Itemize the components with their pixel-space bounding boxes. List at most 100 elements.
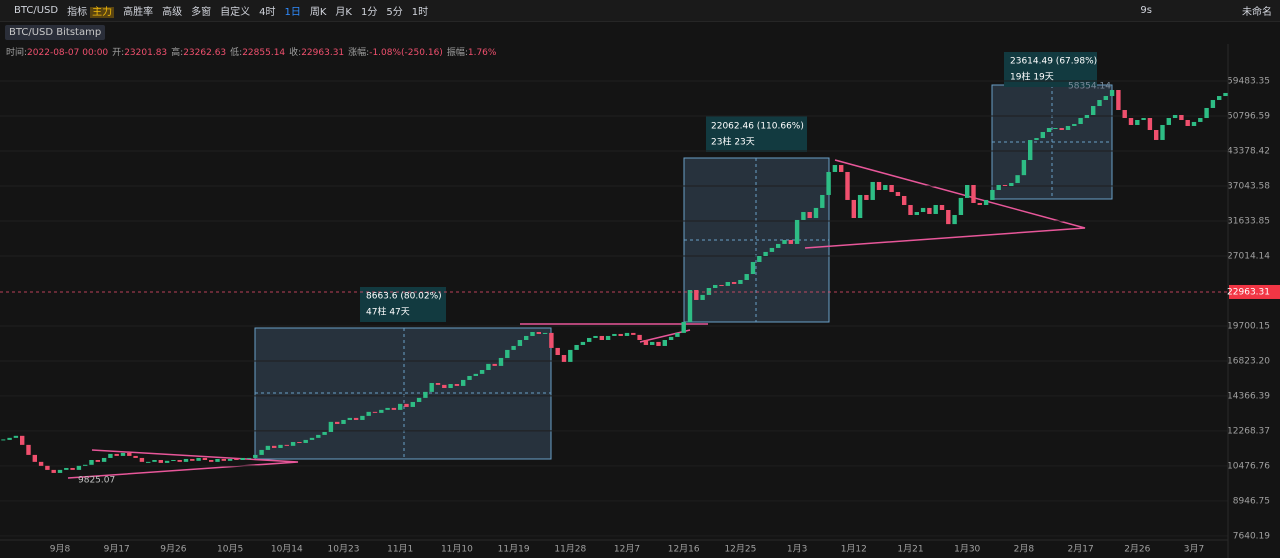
label-box — [360, 287, 446, 322]
candle — [801, 212, 806, 220]
candle — [442, 384, 447, 388]
annotation: 23柱 23天 — [711, 136, 755, 148]
header-label: 高: — [171, 46, 183, 58]
price-tag — [1229, 284, 1280, 299]
y-tick-label: 16823.20 — [1227, 356, 1270, 366]
x-tick-label: 1月3 — [787, 544, 807, 555]
header-value: 1.76% — [468, 48, 497, 58]
annotation: 47柱 47天 — [366, 306, 410, 318]
toolbar-item[interactable]: 多窗 — [191, 7, 212, 18]
candle — [335, 421, 340, 424]
annotation: 23614.49 (67.98%) — [1010, 57, 1097, 67]
candle — [505, 349, 510, 358]
timeframe[interactable]: 5分 — [386, 7, 403, 18]
candle — [725, 282, 730, 286]
y-tick-label: 12268.37 — [1227, 426, 1270, 436]
candle — [461, 379, 466, 386]
x-tick-label: 11月10 — [441, 544, 473, 555]
candle — [89, 460, 94, 465]
candle — [763, 251, 768, 257]
timeframes: 4时 1日 周K 月K 1分 5分 1时 — [250, 3, 428, 18]
toolbar-item[interactable]: 自定义 — [220, 7, 251, 18]
candle — [952, 214, 957, 225]
toolbar-item[interactable]: 高级 — [162, 7, 183, 18]
instrument[interactable]: BTC/USD Bitstamp — [5, 25, 106, 40]
candle — [662, 340, 667, 346]
candle — [1097, 100, 1102, 107]
timeframe[interactable]: 周K — [309, 7, 327, 18]
candle — [1002, 184, 1008, 187]
candle — [391, 407, 397, 410]
timeframe[interactable]: 1时 — [411, 7, 429, 18]
timeframe[interactable]: 1日 — [284, 7, 301, 18]
candle — [1147, 118, 1153, 130]
candles — [1, 90, 1228, 473]
header-value: 2022-08-07 00:00 — [27, 48, 108, 58]
candle — [1223, 92, 1228, 97]
candle — [687, 289, 693, 322]
candle — [706, 287, 712, 295]
label-box — [706, 116, 807, 152]
header-value: 23262.63 — [183, 48, 226, 58]
x-tick-label: 9月8 — [50, 544, 71, 555]
annotation: 19柱 19天 — [1010, 71, 1054, 83]
timeframe[interactable]: 4时 — [259, 7, 276, 18]
candle — [1204, 107, 1209, 119]
candle — [1009, 182, 1014, 187]
candle — [64, 467, 69, 470]
candle — [1185, 119, 1190, 126]
candle — [549, 332, 554, 348]
x-tick-label: 12月7 — [614, 544, 640, 555]
x-tick-label: 9月17 — [104, 544, 130, 555]
drawings — [67, 52, 1113, 479]
candle — [70, 467, 75, 470]
candle — [1046, 128, 1052, 133]
candle — [158, 460, 163, 463]
candle — [341, 419, 346, 424]
toolbar-item[interactable]: 高胜率 — [123, 7, 154, 18]
candle — [542, 332, 548, 334]
candle — [240, 457, 245, 461]
candle — [51, 469, 56, 473]
candle — [656, 341, 661, 346]
candle — [114, 453, 119, 456]
x-tick-label: 11月19 — [498, 544, 530, 555]
toolbar-item[interactable]: 主力 — [90, 7, 115, 18]
candle — [832, 165, 838, 172]
candle — [794, 219, 800, 244]
candle — [776, 243, 781, 248]
candle — [227, 458, 233, 461]
y-tick-label: 37043.58 — [1227, 181, 1270, 191]
toolbar-item[interactable]: 指标 — [67, 7, 88, 18]
candle — [939, 204, 945, 211]
candle — [1078, 118, 1083, 124]
candle — [530, 331, 535, 336]
header-label: 振幅: — [447, 46, 468, 58]
candle — [423, 391, 428, 398]
annotation: 22062.46 (110.66%) — [711, 122, 804, 132]
x-tick-label: 9月26 — [160, 544, 186, 555]
candle — [1015, 175, 1020, 183]
candle — [486, 363, 491, 370]
timeframe[interactable]: 月K — [335, 7, 352, 18]
candle — [1217, 96, 1222, 101]
candle — [839, 165, 844, 172]
candle — [908, 204, 913, 215]
candle — [889, 184, 894, 193]
candle — [845, 171, 850, 200]
x-tick-label: 10月23 — [328, 544, 360, 555]
layout-name[interactable]: 未命名 — [1242, 7, 1272, 18]
candle — [914, 212, 919, 215]
candle — [946, 210, 951, 225]
candle — [643, 340, 649, 345]
candle — [1021, 160, 1027, 176]
timeframe[interactable]: 1分 — [360, 7, 378, 18]
symbol[interactable]: BTC/USD — [14, 5, 59, 16]
candle — [127, 452, 132, 456]
candle — [246, 457, 252, 459]
drawing-toolbar: BTC/USD Bitstamp — [0, 22, 1280, 43]
candle — [1116, 90, 1121, 111]
candle — [965, 184, 970, 198]
candle — [360, 415, 365, 420]
